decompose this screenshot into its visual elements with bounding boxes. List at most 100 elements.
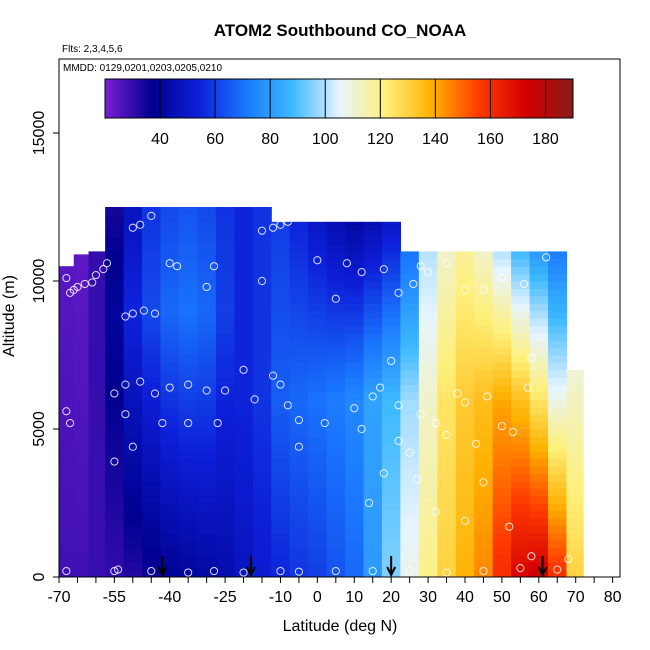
heatmap-cell bbox=[215, 421, 235, 430]
heatmap-cell bbox=[197, 399, 217, 408]
heatmap-cell bbox=[511, 554, 531, 563]
heatmap-cell bbox=[529, 532, 549, 541]
heatmap-cell bbox=[252, 406, 272, 415]
heatmap-cell bbox=[88, 510, 106, 519]
heatmap-cell bbox=[160, 540, 180, 548]
descent-arrow bbox=[537, 556, 548, 578]
heatmap-cell bbox=[123, 295, 143, 304]
heatmap-cell bbox=[492, 340, 512, 349]
heatmap-cell bbox=[511, 517, 531, 526]
heatmap-cell bbox=[566, 384, 584, 393]
heatmap-cell bbox=[345, 236, 365, 245]
heatmap-cell bbox=[59, 399, 75, 408]
heatmap-cell bbox=[418, 495, 438, 504]
heatmap-column bbox=[289, 221, 309, 577]
heatmap-cell bbox=[492, 532, 512, 541]
heatmap-column bbox=[88, 251, 106, 577]
heatmap-cell bbox=[123, 332, 143, 341]
heatmap-cell bbox=[252, 355, 272, 363]
heatmap-cell bbox=[437, 562, 457, 571]
heatmap-cell bbox=[326, 466, 346, 474]
heatmap-cell bbox=[123, 480, 143, 489]
heatmap-cell bbox=[142, 244, 162, 252]
heatmap-cell bbox=[492, 325, 512, 334]
heatmap-cell bbox=[418, 436, 438, 445]
heatmap-cell bbox=[178, 273, 199, 282]
heatmap-cell bbox=[215, 392, 235, 400]
heatmap-cell bbox=[160, 244, 180, 252]
heatmap-cell bbox=[234, 510, 254, 519]
heatmap-cell bbox=[437, 355, 457, 363]
heatmap-cell bbox=[234, 547, 254, 556]
heatmap-cell bbox=[474, 310, 494, 319]
heatmap-cell bbox=[73, 310, 90, 319]
heatmap-cell bbox=[289, 258, 309, 267]
sample-point bbox=[102, 259, 112, 268]
heatmap-cell bbox=[326, 517, 346, 526]
heatmap-cell bbox=[178, 214, 199, 223]
heatmap-cell bbox=[529, 273, 549, 282]
heatmap-cell bbox=[142, 569, 162, 577]
heatmap-cell bbox=[271, 503, 291, 511]
heatmap-cell bbox=[105, 362, 125, 371]
sample-point bbox=[184, 418, 193, 428]
heatmap-cell bbox=[160, 340, 180, 349]
heatmap-cell bbox=[474, 347, 494, 356]
heatmap-cell bbox=[548, 473, 568, 482]
heatmap-cell bbox=[326, 399, 346, 408]
heatmap-cell bbox=[123, 310, 143, 319]
heatmap-cell bbox=[178, 488, 199, 497]
heatmap-cell bbox=[73, 362, 90, 371]
heatmap-cell bbox=[308, 318, 328, 326]
heatmap-cell bbox=[548, 547, 568, 556]
heatmap-cell bbox=[326, 369, 346, 378]
heatmap-cell bbox=[363, 362, 383, 371]
heatmap-cell bbox=[455, 406, 475, 415]
heatmap-cell bbox=[511, 399, 531, 408]
heatmap-cell bbox=[529, 488, 549, 497]
heatmap-cell bbox=[59, 443, 75, 452]
heatmap-cell bbox=[88, 347, 106, 356]
heatmap-cell bbox=[418, 258, 438, 267]
colorbar-tick-label: 80 bbox=[261, 131, 279, 148]
heatmap-cell bbox=[105, 377, 125, 386]
heatmap-cell bbox=[345, 443, 365, 452]
heatmap-cell bbox=[326, 540, 346, 548]
heatmap-column bbox=[105, 207, 125, 577]
sample-point bbox=[150, 389, 160, 398]
sample-point bbox=[110, 389, 119, 398]
heatmap-cell bbox=[105, 554, 125, 563]
heatmap-cell bbox=[252, 392, 272, 400]
heatmap-cell bbox=[548, 517, 568, 526]
heatmap-cell bbox=[418, 480, 438, 489]
heatmap-cell bbox=[326, 355, 346, 363]
heatmap-cell bbox=[511, 377, 531, 386]
heatmap-cell bbox=[197, 377, 217, 386]
heatmap-cell bbox=[73, 554, 90, 563]
heatmap-cell bbox=[73, 340, 90, 349]
heatmap-cell bbox=[326, 554, 346, 563]
heatmap-cell bbox=[105, 547, 125, 556]
heatmap-cell bbox=[492, 347, 512, 356]
heatmap-cell bbox=[381, 347, 401, 356]
heatmap-cell bbox=[105, 340, 125, 349]
heatmap-column bbox=[252, 207, 272, 577]
heatmap-cell bbox=[381, 451, 401, 460]
heatmap-cell bbox=[326, 377, 346, 386]
heatmap-cell bbox=[105, 525, 125, 534]
heatmap-cell bbox=[529, 451, 549, 460]
heatmap-cell bbox=[492, 281, 512, 289]
heatmap-cell bbox=[548, 266, 568, 275]
heatmap-cell bbox=[178, 525, 199, 534]
heatmap-cell bbox=[178, 480, 199, 489]
heatmap-cell bbox=[271, 525, 291, 534]
heatmap-cell bbox=[142, 332, 162, 341]
heatmap-cell bbox=[363, 340, 383, 349]
heatmap-cell bbox=[73, 458, 90, 467]
heatmap-cell bbox=[197, 547, 217, 556]
heatmap-cell bbox=[234, 258, 254, 267]
sample-point bbox=[375, 383, 385, 392]
heatmap-cell bbox=[59, 554, 75, 563]
heatmap-cell bbox=[455, 355, 475, 363]
heatmap-cell bbox=[271, 258, 291, 267]
